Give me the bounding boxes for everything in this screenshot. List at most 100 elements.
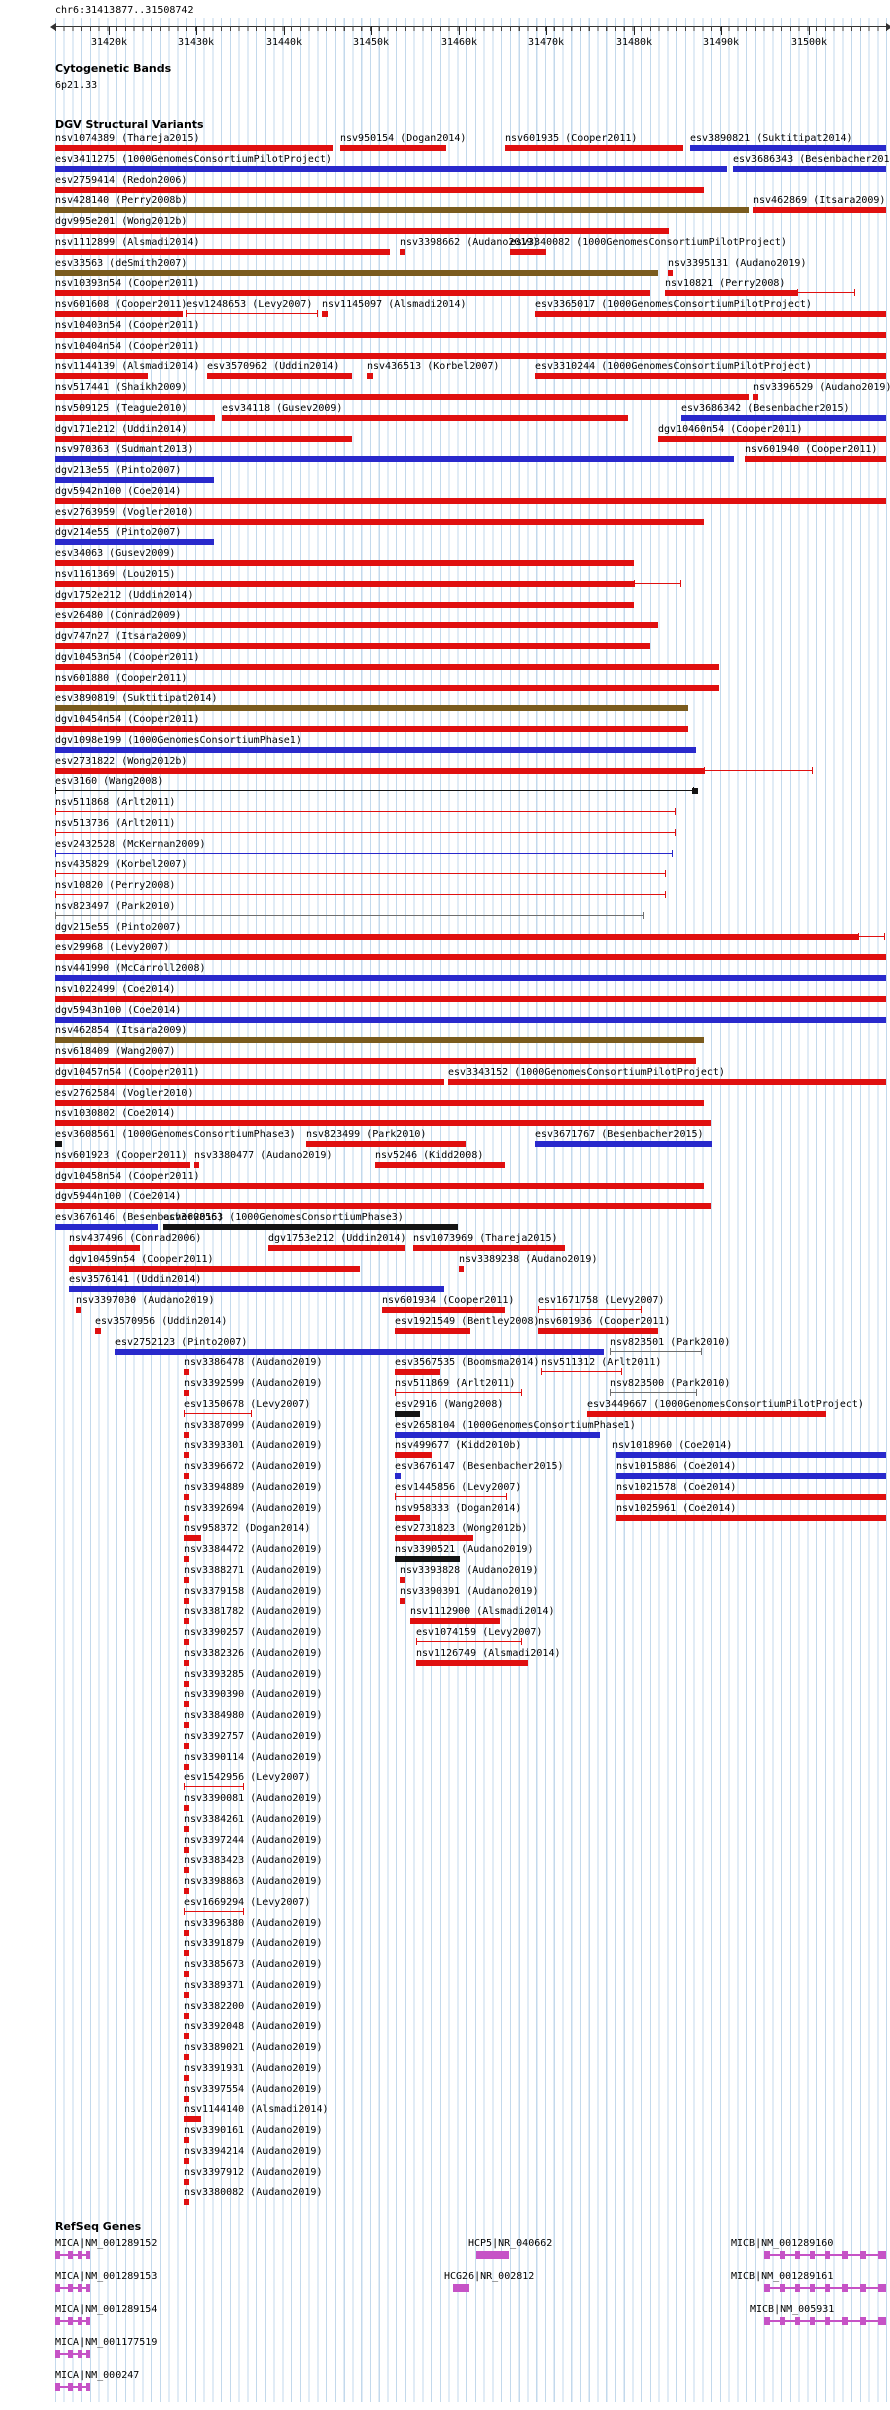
variant-label[interactable]: esv2916 (Wang2008) xyxy=(395,1398,504,1410)
variant-bar[interactable] xyxy=(395,1327,470,1334)
variant-range-line[interactable] xyxy=(395,1389,522,1396)
variant-label[interactable]: nsv10403n54 (Cooper2011) xyxy=(55,319,200,331)
variant-range-line[interactable] xyxy=(416,1638,522,1645)
variant-tick[interactable] xyxy=(184,1659,189,1666)
variant-label[interactable]: esv1248653 (Levy2007) xyxy=(186,299,313,310)
variant-bar[interactable] xyxy=(55,746,696,753)
variant-tick[interactable] xyxy=(95,1327,101,1334)
variant-tick[interactable] xyxy=(184,1493,189,1500)
variant-tick[interactable] xyxy=(184,1991,189,1998)
variant-label[interactable]: nsv1030802 (Coe2014) xyxy=(55,1108,176,1120)
cytoband-label[interactable]: 6p21.33 xyxy=(55,80,98,91)
gene-exon[interactable] xyxy=(842,2317,848,2325)
gene-exon[interactable] xyxy=(55,2350,60,2358)
variant-label[interactable]: nsv3386478 (Audano2019) xyxy=(184,1357,323,1369)
variant-bar[interactable] xyxy=(395,1514,420,1521)
variant-label[interactable]: esv3449667 (1000GenomesConsortiumPilotPr… xyxy=(587,1398,864,1410)
variant-bar[interactable] xyxy=(55,311,183,317)
variant-bar[interactable] xyxy=(55,497,886,504)
variant-label[interactable]: esv2432528 (McKernan2009) xyxy=(55,838,206,850)
gene-exon[interactable] xyxy=(810,2317,815,2325)
gene-label[interactable]: MICA|NM_001289153 xyxy=(55,2271,158,2282)
variant-label[interactable]: esv3676147 (Besenbacher2015) xyxy=(395,1461,564,1472)
variant-label[interactable]: nsv1015886 (Coe2014) xyxy=(616,1461,737,1472)
variant-label[interactable]: nsv823497 (Park2010) xyxy=(55,900,176,912)
gene-exon[interactable] xyxy=(68,2284,73,2292)
variant-label[interactable]: nsv3397554 (Audano2019) xyxy=(184,2083,323,2095)
variant-tick[interactable] xyxy=(184,1846,189,1853)
variant-label[interactable]: nsv1126749 (Alsmadi2014) xyxy=(416,1647,561,1659)
variant-bar[interactable] xyxy=(658,435,886,442)
variant-tick[interactable] xyxy=(184,1867,189,1874)
variant-bar[interactable] xyxy=(55,477,214,483)
variant-label[interactable]: nsv3381782 (Audano2019) xyxy=(184,1606,323,1618)
variant-bar[interactable] xyxy=(55,622,658,629)
variant-range-line[interactable] xyxy=(55,911,644,919)
variant-label[interactable]: dgv215e55 (Pinto2007) xyxy=(55,921,182,933)
variant-bar[interactable] xyxy=(665,290,797,297)
variant-bar[interactable] xyxy=(55,248,390,255)
variant-label[interactable]: nsv3390521 (Audano2019) xyxy=(395,1544,534,1555)
variant-label[interactable]: esv3686343 (Besenbacher2015) xyxy=(733,153,890,165)
variant-label[interactable]: nsv823499 (Park2010) xyxy=(306,1129,427,1140)
variant-label[interactable]: esv1671758 (Levy2007) xyxy=(538,1295,665,1306)
variant-label[interactable]: nsv3385673 (Audano2019) xyxy=(184,1959,323,1970)
variant-bar[interactable] xyxy=(55,1016,886,1023)
variant-label[interactable]: esv26480 (Conrad2009) xyxy=(55,610,182,622)
variant-bar[interactable] xyxy=(55,165,727,172)
variant-bar[interactable] xyxy=(55,539,214,546)
variant-bar[interactable] xyxy=(55,705,688,712)
variant-tick[interactable] xyxy=(184,2012,189,2019)
variant-label[interactable]: nsv511312 (Arlt2011) xyxy=(541,1357,662,1369)
variant-bar[interactable] xyxy=(55,414,215,421)
variant-label[interactable]: nsv1161369 (Lou2015) xyxy=(55,568,176,580)
variant-label[interactable]: nsv3380477 (Audano2019) xyxy=(194,1149,333,1161)
variant-label[interactable]: nsv970363 (Sudmant2013) xyxy=(55,444,194,456)
variant-bar[interactable] xyxy=(510,248,546,255)
variant-tick[interactable] xyxy=(184,1576,189,1583)
variant-bar[interactable] xyxy=(55,456,734,463)
variant-bar[interactable] xyxy=(55,643,650,649)
variant-label[interactable]: esv3890821 (Suktitipat2014) xyxy=(690,133,853,144)
variant-label[interactable]: esv3567535 (Boomsma2014) xyxy=(395,1357,540,1369)
variant-bar[interactable] xyxy=(55,726,688,732)
variant-range-line[interactable] xyxy=(184,1907,244,1915)
variant-tick[interactable] xyxy=(184,1390,189,1396)
variant-bar[interactable] xyxy=(416,1659,528,1666)
variant-tick[interactable] xyxy=(400,1597,405,1604)
variant-label[interactable]: esv2731823 (Wong2012b) xyxy=(395,1523,528,1535)
gene-exon[interactable] xyxy=(795,2317,800,2325)
variant-range-line[interactable] xyxy=(55,787,694,795)
variant-label[interactable]: nsv3383423 (Audano2019) xyxy=(184,1855,323,1867)
gene-label[interactable]: MICB|NM_001289161 xyxy=(731,2271,834,2282)
variant-tick[interactable] xyxy=(184,1950,189,1957)
variant-label[interactable]: nsv3397244 (Audano2019) xyxy=(184,1834,323,1846)
variant-label[interactable]: nsv3395131 (Audano2019) xyxy=(668,257,807,269)
variant-bar[interactable] xyxy=(115,1348,604,1355)
variant-bar[interactable] xyxy=(395,1369,440,1376)
variant-label[interactable]: nsv10393n54 (Cooper2011) xyxy=(55,278,200,290)
variant-range-line[interactable] xyxy=(610,1389,697,1396)
variant-label[interactable]: esv34118 (Gusev2009) xyxy=(222,402,343,414)
gene-exon[interactable] xyxy=(78,2251,82,2259)
variant-range-line[interactable] xyxy=(55,870,666,878)
variant-bar[interactable] xyxy=(69,1265,360,1272)
variant-label[interactable]: nsv441990 (McCarroll2008) xyxy=(55,963,206,974)
gene-exon[interactable] xyxy=(86,2350,90,2358)
variant-label[interactable]: esv2762584 (Vogler2010) xyxy=(55,1087,194,1099)
variant-label[interactable]: nsv511869 (Arlt2011) xyxy=(395,1378,516,1389)
variant-tick[interactable] xyxy=(184,1742,189,1749)
variant-tick[interactable] xyxy=(400,1576,405,1583)
variant-bar[interactable] xyxy=(55,1120,711,1127)
variant-label[interactable]: nsv3392048 (Audano2019) xyxy=(184,2021,323,2033)
gene-label[interactable]: MICB|NM_001289160 xyxy=(731,2238,834,2249)
variant-range-line[interactable] xyxy=(704,766,813,774)
variant-label[interactable]: esv3411275 (1000GenomesConsortiumPilotPr… xyxy=(55,153,332,165)
variant-bar[interactable] xyxy=(222,414,628,421)
variant-range-line[interactable] xyxy=(395,1492,507,1500)
variant-bar[interactable] xyxy=(55,228,669,234)
gene-exon[interactable] xyxy=(878,2317,886,2325)
variant-label[interactable]: nsv3389371 (Audano2019) xyxy=(184,1979,323,1991)
variant-tick[interactable] xyxy=(184,1971,189,1977)
variant-range-line[interactable] xyxy=(186,310,318,317)
